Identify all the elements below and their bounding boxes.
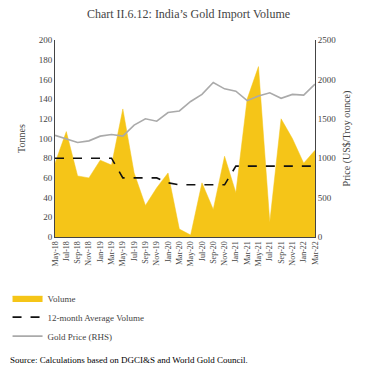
svg-text:1000: 1000	[318, 153, 337, 163]
svg-text:Jan-19: Jan-19	[96, 241, 105, 262]
svg-text:500: 500	[318, 193, 332, 203]
svg-text:May-20: May-20	[186, 241, 195, 266]
svg-text:40: 40	[43, 193, 53, 203]
svg-text:Jul-19: Jul-19	[130, 241, 139, 261]
svg-text:Jan-21: Jan-21	[231, 241, 240, 262]
svg-text:100: 100	[39, 134, 53, 144]
svg-text:Sep-20: Sep-20	[209, 241, 218, 264]
svg-text:May-18: May-18	[51, 241, 60, 266]
svg-text:60: 60	[43, 173, 53, 183]
svg-text:Jan-20: Jan-20	[164, 241, 173, 262]
svg-text:0: 0	[318, 232, 323, 242]
svg-text:80: 80	[43, 153, 53, 163]
svg-text:2500: 2500	[318, 35, 337, 45]
svg-text:Price (US$/Troy ounce): Price (US$/Troy ounce)	[341, 91, 353, 187]
svg-text:20: 20	[43, 212, 53, 222]
svg-text:1500: 1500	[318, 114, 337, 124]
svg-text:Mar-22: Mar-22	[311, 241, 320, 265]
svg-text:Source: Calculations based on: Source: Calculations based on DGCI&S and…	[10, 355, 248, 365]
svg-text:Nov-19: Nov-19	[152, 241, 161, 265]
svg-text:120: 120	[39, 114, 53, 124]
svg-text:Jul-21: Jul-21	[265, 241, 274, 261]
svg-text:0: 0	[48, 232, 53, 242]
svg-text:May-19: May-19	[118, 241, 127, 266]
svg-text:Jul-20: Jul-20	[198, 241, 207, 261]
svg-text:Sep-18: Sep-18	[73, 241, 82, 264]
svg-text:Mar-20: Mar-20	[175, 241, 184, 265]
svg-text:Chart II.6.12: India’s Gold Im: Chart II.6.12: India’s Gold Import Volum…	[87, 7, 290, 21]
svg-text:Tonnes: Tonnes	[16, 124, 27, 153]
svg-text:Sep-19: Sep-19	[141, 241, 150, 264]
svg-text:Mar-21: Mar-21	[243, 241, 252, 265]
svg-text:Jul-18: Jul-18	[62, 241, 71, 261]
svg-text:Gold Price (RHS): Gold Price (RHS)	[48, 332, 113, 342]
svg-text:Nov-21: Nov-21	[288, 241, 297, 265]
svg-text:Mar-19: Mar-19	[107, 241, 116, 265]
svg-text:Jan-22: Jan-22	[299, 241, 308, 262]
svg-text:Nov-18: Nov-18	[85, 241, 94, 265]
svg-text:2000: 2000	[318, 75, 337, 85]
svg-text:160: 160	[39, 75, 53, 85]
svg-text:May-21: May-21	[254, 241, 263, 266]
svg-text:140: 140	[39, 94, 53, 104]
svg-text:Nov-20: Nov-20	[220, 241, 229, 265]
svg-text:12-month Average Volume: 12-month Average Volume	[48, 313, 144, 323]
svg-text:Volume: Volume	[48, 294, 76, 304]
svg-text:Sep-21: Sep-21	[277, 241, 286, 264]
svg-text:200: 200	[39, 35, 53, 45]
svg-text:180: 180	[39, 55, 53, 65]
